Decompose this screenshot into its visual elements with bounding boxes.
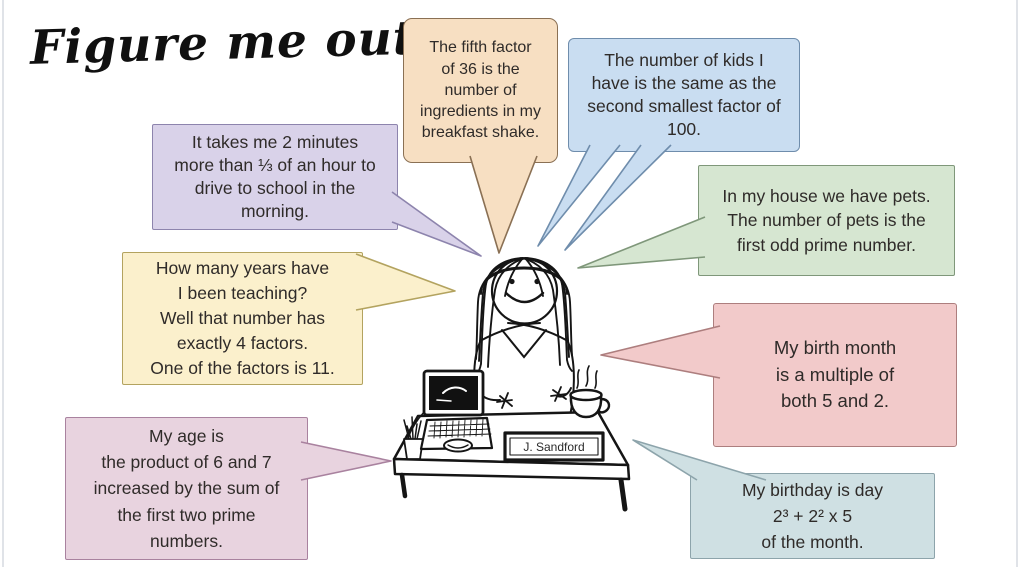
monitor <box>407 369 485 439</box>
torso-right-side <box>567 341 575 417</box>
steam <box>576 365 598 389</box>
teacher-figure <box>473 257 575 417</box>
collar-right <box>507 322 569 342</box>
pencil-cup <box>403 416 424 460</box>
smile <box>504 291 545 304</box>
pencils <box>403 416 422 440</box>
right-forearm <box>556 387 572 398</box>
collar-left <box>479 322 541 342</box>
page-title: Figure me out... <box>29 9 469 76</box>
callout-birth-month: My birth month is a multiple of both 5 a… <box>713 303 957 447</box>
tail-age <box>300 441 392 481</box>
laptop-keyboard <box>419 416 494 453</box>
callout-number-of-kids-text: The number of kids I have is the same as… <box>587 49 781 140</box>
slide-edge-right <box>1016 0 1018 567</box>
monitor-screen <box>429 376 478 410</box>
callout-pets-text: In my house we have pets. The number of … <box>722 185 931 255</box>
tail-birth-month <box>600 325 721 379</box>
slide-edge-left <box>2 0 4 567</box>
callout-drive-time: It takes me 2 minutes more than ⅓ of an … <box>152 124 398 230</box>
callout-age: My age is the product of 6 and 7 increas… <box>65 417 308 560</box>
tail-breakfast-shake <box>469 155 538 254</box>
callout-teaching-years: How many years have I been teaching? Wel… <box>122 252 363 385</box>
tail-drive-time <box>391 191 482 257</box>
name-plate: J. Sandford <box>503 431 605 462</box>
v-neck <box>501 329 547 359</box>
callout-birthday-text: My birthday is day 2³ + 2² x 5 of the mo… <box>741 479 884 553</box>
callout-pets: In my house we have pets. The number of … <box>698 165 955 276</box>
left-eye <box>509 278 515 285</box>
name-plate-text: J. Sandford <box>523 440 584 454</box>
torso-left-side <box>473 341 481 417</box>
tail-number-of-kids-b <box>564 144 672 251</box>
monitor-cable <box>407 411 425 439</box>
callout-number-of-kids: The number of kids I have is the same as… <box>568 38 800 152</box>
callout-breakfast-shake: The fifth factor of 36 is the number of … <box>403 18 558 163</box>
hair <box>475 257 573 376</box>
left-hand <box>496 392 513 409</box>
right-eye <box>534 278 540 285</box>
tail-pets <box>577 216 706 269</box>
cup-handle <box>597 397 611 414</box>
coffee-cup <box>569 365 611 419</box>
desk-top <box>392 410 630 467</box>
callout-birthday: My birthday is day 2³ + 2² x 5 of the mo… <box>690 473 935 559</box>
head <box>490 257 559 325</box>
callout-drive-time-text: It takes me 2 minutes more than ⅓ of an … <box>174 131 376 222</box>
desk-right-leg <box>618 477 628 512</box>
callout-breakfast-shake-text: The fifth factor of 36 is the number of … <box>420 39 541 142</box>
right-hand <box>550 386 567 402</box>
monitor-sketch <box>442 386 467 394</box>
mouse <box>443 438 473 453</box>
callout-age-text: My age is the product of 6 and 7 increas… <box>93 425 280 551</box>
left-forearm <box>476 387 501 402</box>
desk-left-leg <box>399 472 408 499</box>
callout-birth-month-text: My birth month is a multiple of both 5 a… <box>773 336 897 412</box>
desk-apron <box>392 457 631 481</box>
tail-teaching-years <box>355 253 456 311</box>
callout-teaching-years-text: How many years have I been teaching? Wel… <box>150 258 335 378</box>
desk: J. Sandford <box>392 365 631 512</box>
